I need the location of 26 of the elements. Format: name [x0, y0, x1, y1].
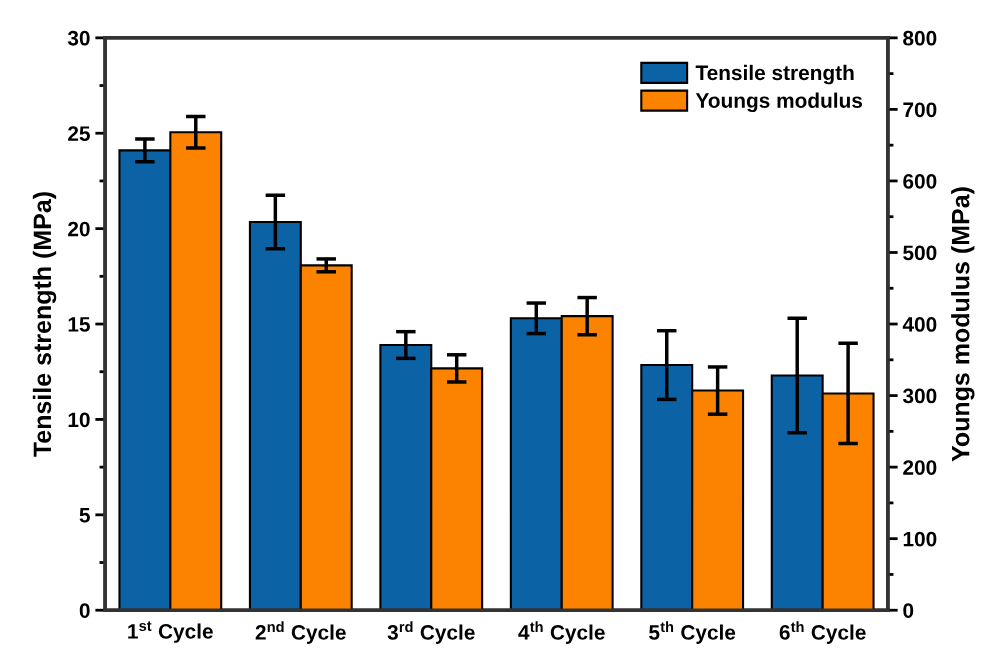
y-tick-label: 30: [67, 30, 90, 46]
y-tick-label: 15: [68, 317, 90, 332]
y-axis-title: Tensile strength (MPa): [32, 192, 57, 457]
y2-tick-label: 500: [903, 245, 937, 261]
x-tick-label: 6$^{th}$ Cycle: [779, 621, 866, 644]
y2-tick-label: 0: [903, 603, 914, 618]
legend-label: Tensile strength: [695, 64, 854, 85]
x-tick-label: 3$^{rd}$ Cycle: [387, 621, 475, 644]
legend-label: Youngs modulus: [695, 92, 863, 113]
y2-tick-label: 400: [902, 317, 937, 332]
y-tick-label: 5: [79, 508, 90, 523]
y2-tick-label: 200: [903, 460, 937, 475]
y-tick-label: 0: [79, 603, 90, 618]
x-tick-label: 5$^{th}$ Cycle: [649, 621, 736, 644]
x-tick-label: 4$^{th}$ Cycle: [518, 621, 605, 644]
y2-tick-label: 300: [902, 388, 937, 404]
y2-tick-label: 800: [903, 30, 937, 46]
y-tick-label: 25: [68, 126, 90, 141]
y-tick-label: 20: [68, 221, 90, 237]
y2-tick-label: 600: [903, 173, 937, 189]
x-tick-label: 2$^{nd}$ Cycle: [255, 621, 346, 644]
y2-tick-label: 700: [903, 102, 937, 118]
y2-tick-label: 100: [903, 531, 937, 547]
y2-axis-title: Youngs modulus (MPa): [951, 187, 975, 462]
x-tick-label: 1$^{st}$ Cycle: [128, 621, 213, 643]
y-tick-label: 10: [68, 412, 90, 428]
